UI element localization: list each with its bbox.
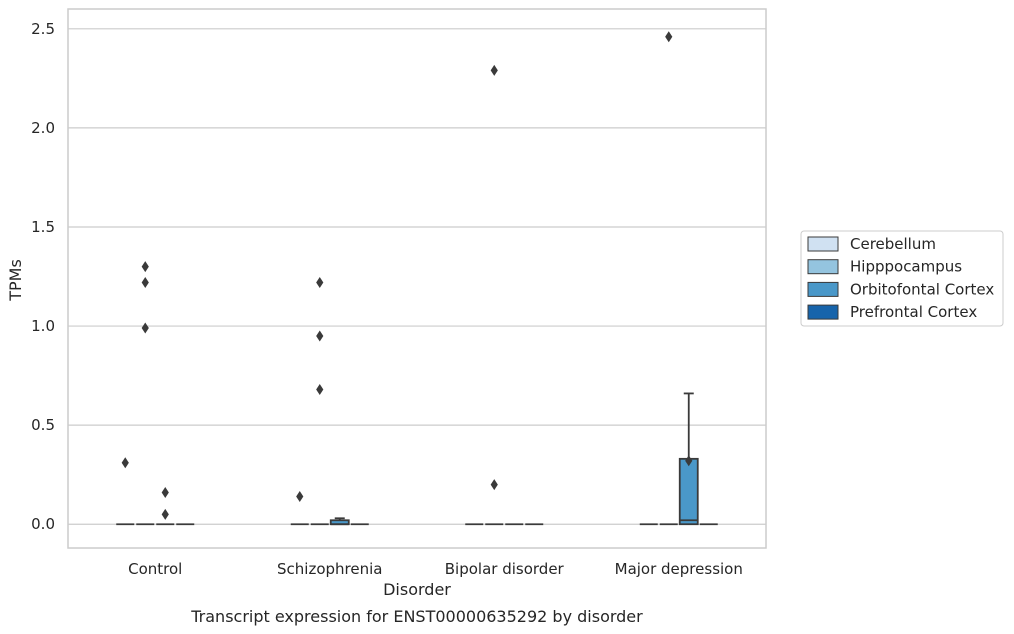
outlier-point	[316, 383, 324, 395]
chart-caption: Transcript expression for ENST0000063529…	[190, 607, 643, 626]
outlier-point	[121, 457, 129, 469]
x-tick-label: Control	[128, 560, 182, 578]
outlier-point	[490, 479, 498, 491]
legend-swatch	[807, 259, 839, 275]
outlier-point	[316, 330, 324, 342]
y-axis-ticks: 0.0 0.5 1.0 1.5 2.0 2.5	[31, 20, 55, 533]
outlier-point	[161, 487, 169, 499]
series-orbitofontal-cortex	[156, 392, 699, 526]
x-tick-label: Bipolar disorder	[445, 560, 565, 578]
outlier-point	[490, 64, 498, 76]
outlier-point	[141, 276, 149, 288]
series-hipppocampus	[136, 31, 678, 526]
outlier-point	[296, 490, 304, 502]
plot-area-frame	[67, 8, 767, 549]
x-axis-label: Disorder	[383, 580, 451, 599]
x-tick-label: Major depression	[615, 560, 743, 578]
y-axis-label: TPMs	[6, 259, 25, 302]
y-tick-label: 1.0	[31, 317, 55, 335]
y-tick-label: 2.0	[31, 119, 55, 137]
y-tick-label: 0.5	[31, 416, 55, 434]
box-plot-marks	[116, 31, 718, 526]
outlier-point	[141, 322, 149, 334]
legend: Cerebellum Hipppocampus Orbitofontal Corte…	[800, 230, 1004, 327]
box	[678, 457, 699, 526]
legend-label: Cerebellum	[850, 235, 936, 253]
outlier-point	[685, 455, 693, 467]
outlier-point	[161, 508, 169, 520]
outlier-point	[316, 276, 324, 288]
x-axis-ticks: Control Schizophrenia Bipolar disorder Majo…	[128, 560, 743, 578]
series-cerebellum	[116, 457, 658, 526]
legend-swatch	[807, 236, 839, 252]
legend-label: Prefrontal Cortex	[850, 303, 977, 321]
y-tick-label: 1.5	[31, 218, 55, 236]
y-tick-label: 2.5	[31, 20, 55, 38]
outlier-point	[141, 261, 149, 273]
grid-lines	[68, 28, 766, 525]
outlier-point	[665, 31, 673, 43]
legend-swatch	[807, 281, 839, 297]
legend-swatch	[807, 304, 839, 320]
legend-label: Orbitofontal Cortex	[850, 280, 994, 298]
x-tick-label: Schizophrenia	[277, 560, 382, 578]
legend-frame	[800, 230, 1004, 327]
legend-label: Hipppocampus	[850, 258, 962, 276]
y-tick-label: 0.0	[31, 515, 55, 533]
